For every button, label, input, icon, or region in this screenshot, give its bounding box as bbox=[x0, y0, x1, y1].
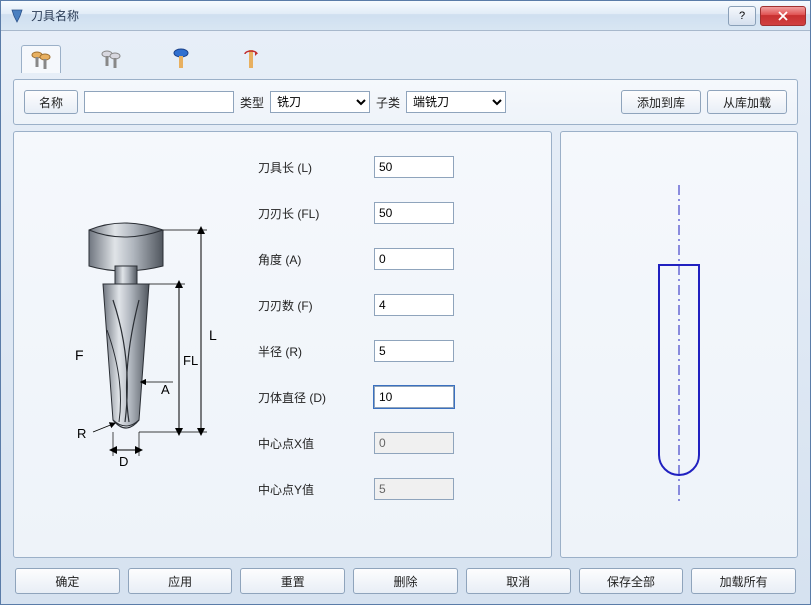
input-center-y bbox=[374, 478, 454, 500]
save-all-button[interactable]: 保存全部 bbox=[579, 568, 684, 594]
label-flute-length: 刀刃长 (FL) bbox=[258, 205, 358, 222]
dim-R: R bbox=[77, 426, 86, 441]
load-from-library-button[interactable]: 从库加载 bbox=[707, 90, 787, 114]
label-tool-length: 刀具长 (L) bbox=[258, 159, 358, 176]
tab-strip bbox=[13, 41, 798, 73]
dim-L: L bbox=[209, 327, 217, 343]
type-label: 类型 bbox=[240, 94, 264, 111]
delete-button[interactable]: 删除 bbox=[353, 568, 458, 594]
label-radius: 半径 (R) bbox=[258, 343, 358, 360]
preview-svg bbox=[589, 175, 769, 515]
tab-2[interactable] bbox=[91, 45, 131, 73]
left-panel: L FL A F R bbox=[13, 131, 552, 558]
label-center-x: 中心点X值 bbox=[258, 435, 358, 452]
input-flute-length[interactable] bbox=[374, 202, 454, 224]
input-center-x bbox=[374, 432, 454, 454]
field-flute-length: 刀刃长 (FL) bbox=[258, 202, 537, 224]
tab-3[interactable] bbox=[161, 45, 201, 73]
input-tool-length[interactable] bbox=[374, 156, 454, 178]
add-to-library-button[interactable]: 添加到库 bbox=[621, 90, 701, 114]
help-button[interactable]: ? bbox=[728, 6, 756, 26]
label-flute-count: 刀刃数 (F) bbox=[258, 297, 358, 314]
name-button[interactable]: 名称 bbox=[24, 90, 78, 114]
cancel-button[interactable]: 取消 bbox=[466, 568, 571, 594]
label-diameter: 刀体直径 (D) bbox=[258, 389, 358, 406]
subtype-label: 子类 bbox=[376, 94, 400, 111]
apply-button[interactable]: 应用 bbox=[128, 568, 233, 594]
toolbar-panel: 名称 类型 铣刀 子类 端铣刀 添加到库 从库加载 bbox=[13, 79, 798, 125]
label-angle: 角度 (A) bbox=[258, 251, 358, 268]
input-angle[interactable] bbox=[374, 248, 454, 270]
input-diameter[interactable] bbox=[374, 386, 454, 408]
content-area: 名称 类型 铣刀 子类 端铣刀 添加到库 从库加载 bbox=[1, 31, 810, 604]
name-input[interactable] bbox=[84, 91, 234, 113]
dim-D: D bbox=[119, 454, 128, 469]
close-button[interactable] bbox=[760, 6, 806, 26]
app-icon bbox=[9, 8, 25, 24]
tab-4[interactable] bbox=[231, 45, 271, 73]
field-angle: 角度 (A) bbox=[258, 248, 537, 270]
titlebar: 刀具名称 ? bbox=[1, 1, 810, 31]
main-row: L FL A F R bbox=[13, 131, 798, 558]
input-flute-count[interactable] bbox=[374, 294, 454, 316]
reset-button[interactable]: 重置 bbox=[240, 568, 345, 594]
field-diameter: 刀体直径 (D) bbox=[258, 386, 537, 408]
dim-F: F bbox=[75, 347, 84, 363]
label-center-y: 中心点Y值 bbox=[258, 481, 358, 498]
window-title: 刀具名称 bbox=[31, 7, 728, 24]
field-flute-count: 刀刃数 (F) bbox=[258, 294, 537, 316]
subtype-select[interactable]: 端铣刀 bbox=[406, 91, 506, 113]
load-all-button[interactable]: 加载所有 bbox=[691, 568, 796, 594]
field-center-y: 中心点Y值 bbox=[258, 478, 537, 500]
window-buttons: ? bbox=[728, 6, 806, 26]
field-tool-length: 刀具长 (L) bbox=[258, 156, 537, 178]
ok-button[interactable]: 确定 bbox=[15, 568, 120, 594]
field-center-x: 中心点X值 bbox=[258, 432, 537, 454]
bottom-button-row: 确定 应用 重置 删除 取消 保存全部 加载所有 bbox=[13, 564, 798, 596]
tab-1[interactable] bbox=[21, 45, 61, 73]
input-radius[interactable] bbox=[374, 340, 454, 362]
field-list: 刀具长 (L) 刀刃长 (FL) 角度 (A) 刀刃数 (F) bbox=[258, 146, 537, 543]
tool-diagram: L FL A F R bbox=[28, 146, 248, 543]
preview-panel bbox=[560, 131, 798, 558]
dim-FL: FL bbox=[183, 353, 198, 368]
field-radius: 半径 (R) bbox=[258, 340, 537, 362]
type-select[interactable]: 铣刀 bbox=[270, 91, 370, 113]
dim-A: A bbox=[161, 382, 170, 397]
window-root: 刀具名称 ? 名称 类型 bbox=[0, 0, 811, 605]
